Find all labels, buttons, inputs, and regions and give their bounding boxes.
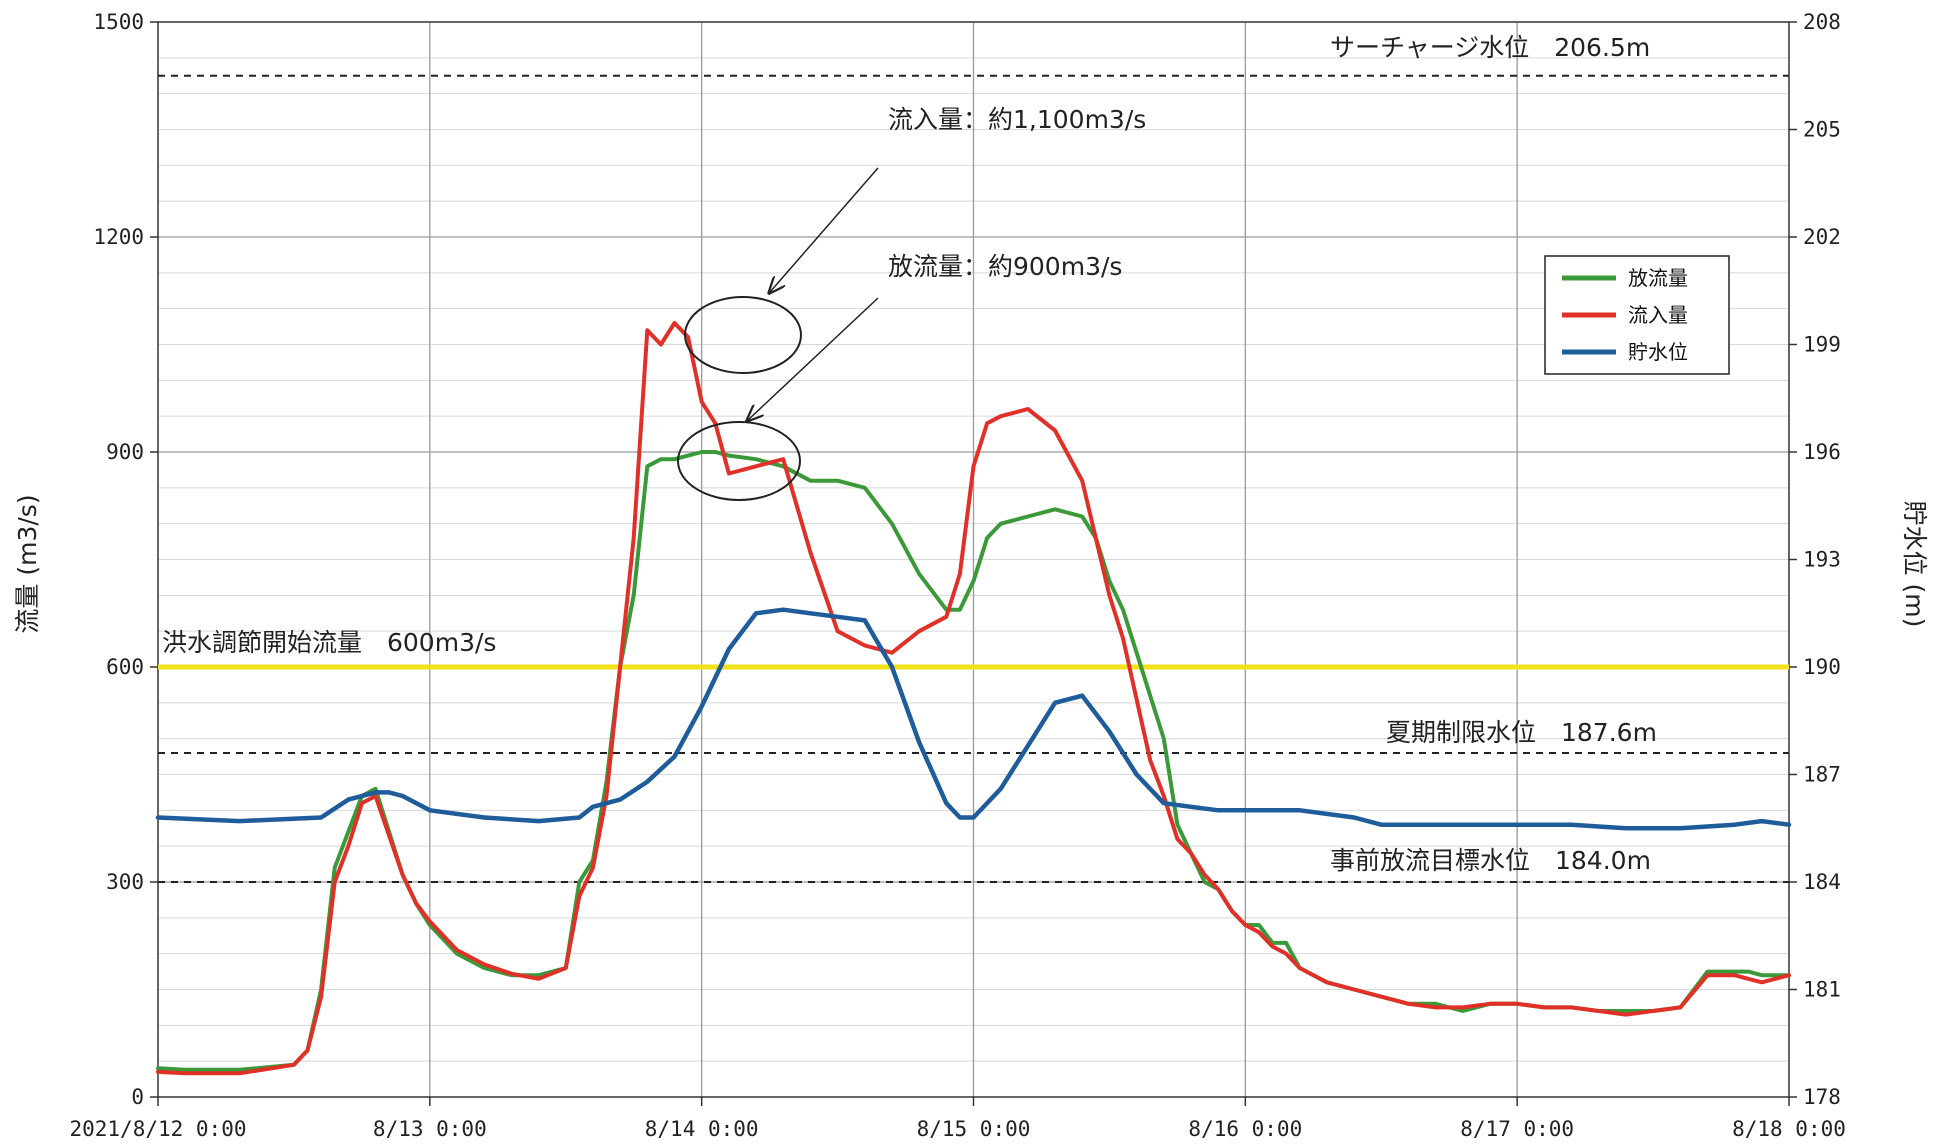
reference-lines [158, 74, 1789, 883]
x-tick-label: 8/13 0:00 [373, 1117, 487, 1141]
left-tick-label: 600 [106, 655, 144, 679]
legend: 放流量 流入量 貯水位 [1544, 255, 1730, 375]
inflow-arrow [770, 167, 879, 292]
right-tick-label: 184 [1803, 870, 1841, 894]
x-tick-label: 8/14 0:00 [645, 1117, 759, 1141]
left-axis-ticks: 0 300 600 900 1200 1500 [93, 10, 158, 1109]
right-tick-label: 187 [1803, 763, 1841, 787]
series-line [155, 607, 1792, 831]
outflow-peak-annotation: 放流量：約900m3/s [888, 252, 1122, 281]
left-tick-label: 300 [106, 870, 144, 894]
outflow-peak-circle [677, 421, 801, 501]
left-tick-label: 900 [106, 440, 144, 464]
x-axis-ticks: 2021/8/12 0:00 8/13 0:00 8/14 0:00 8/15 0:0… [69, 1097, 1846, 1141]
right-tick-label: 178 [1803, 1085, 1841, 1109]
right-axis-title: 貯水位 (m) [1900, 501, 1929, 628]
right-tick-label: 199 [1803, 333, 1841, 357]
right-tick-label: 190 [1803, 655, 1841, 679]
left-tick-label: 1500 [93, 10, 144, 34]
left-tick-label: 0 [131, 1085, 144, 1109]
right-tick-label: 202 [1803, 225, 1841, 249]
x-tick-label: 2021/8/12 0:00 [69, 1117, 246, 1141]
x-tick-label: 8/18 0:00 [1732, 1117, 1846, 1141]
legend-label-outflow: 放流量 [1628, 266, 1688, 290]
right-tick-label: 205 [1803, 118, 1841, 142]
x-tick-label: 8/17 0:00 [1460, 1117, 1574, 1141]
x-tick-label: 8/16 0:00 [1188, 1117, 1302, 1141]
inflow-peak-annotation: 流入量：約1,100m3/s [888, 105, 1146, 134]
legend-label-water-level: 貯水位 [1628, 340, 1688, 364]
x-tick-label: 8/15 0:00 [917, 1117, 1031, 1141]
right-tick-label: 193 [1803, 548, 1841, 572]
right-axis-ticks: 178 181 184 187 190 193 196 199 202 205 208 [1789, 10, 1841, 1109]
left-tick-label: 1200 [93, 225, 144, 249]
right-tick-label: 208 [1803, 10, 1841, 34]
right-tick-label: 196 [1803, 440, 1841, 464]
flood-control-start-label: 洪水調節開始流量 600m3/s [162, 628, 496, 657]
summer-limit-level-label: 夏期制限水位 187.6m [1386, 718, 1657, 747]
inflow-peak-circle [684, 296, 802, 374]
legend-label-inflow: 流入量 [1628, 303, 1688, 327]
surcharge-level-label: サーチャージ水位 206.5m [1330, 33, 1650, 62]
left-axis-title: 流量 (m3/s) [13, 494, 42, 633]
pre-release-target-label: 事前放流目標水位 184.0m [1330, 846, 1651, 875]
series-line [156, 321, 1791, 1076]
series-lines [155, 321, 1792, 1076]
right-tick-label: 181 [1803, 978, 1841, 1002]
outflow-arrow [748, 297, 879, 420]
